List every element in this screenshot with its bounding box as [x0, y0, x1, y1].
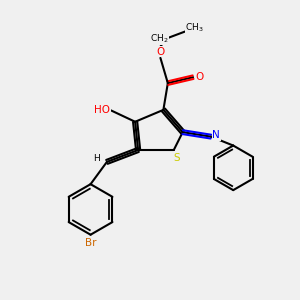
Text: S: S [173, 153, 180, 163]
Text: H: H [93, 154, 100, 164]
Text: Br: Br [85, 238, 96, 248]
Text: N: N [212, 130, 220, 140]
Text: HO: HO [94, 105, 110, 115]
Text: CH$_2$: CH$_2$ [150, 32, 168, 45]
Text: O: O [156, 47, 164, 57]
Text: CH$_3$: CH$_3$ [185, 22, 204, 34]
Text: O: O [196, 72, 204, 82]
